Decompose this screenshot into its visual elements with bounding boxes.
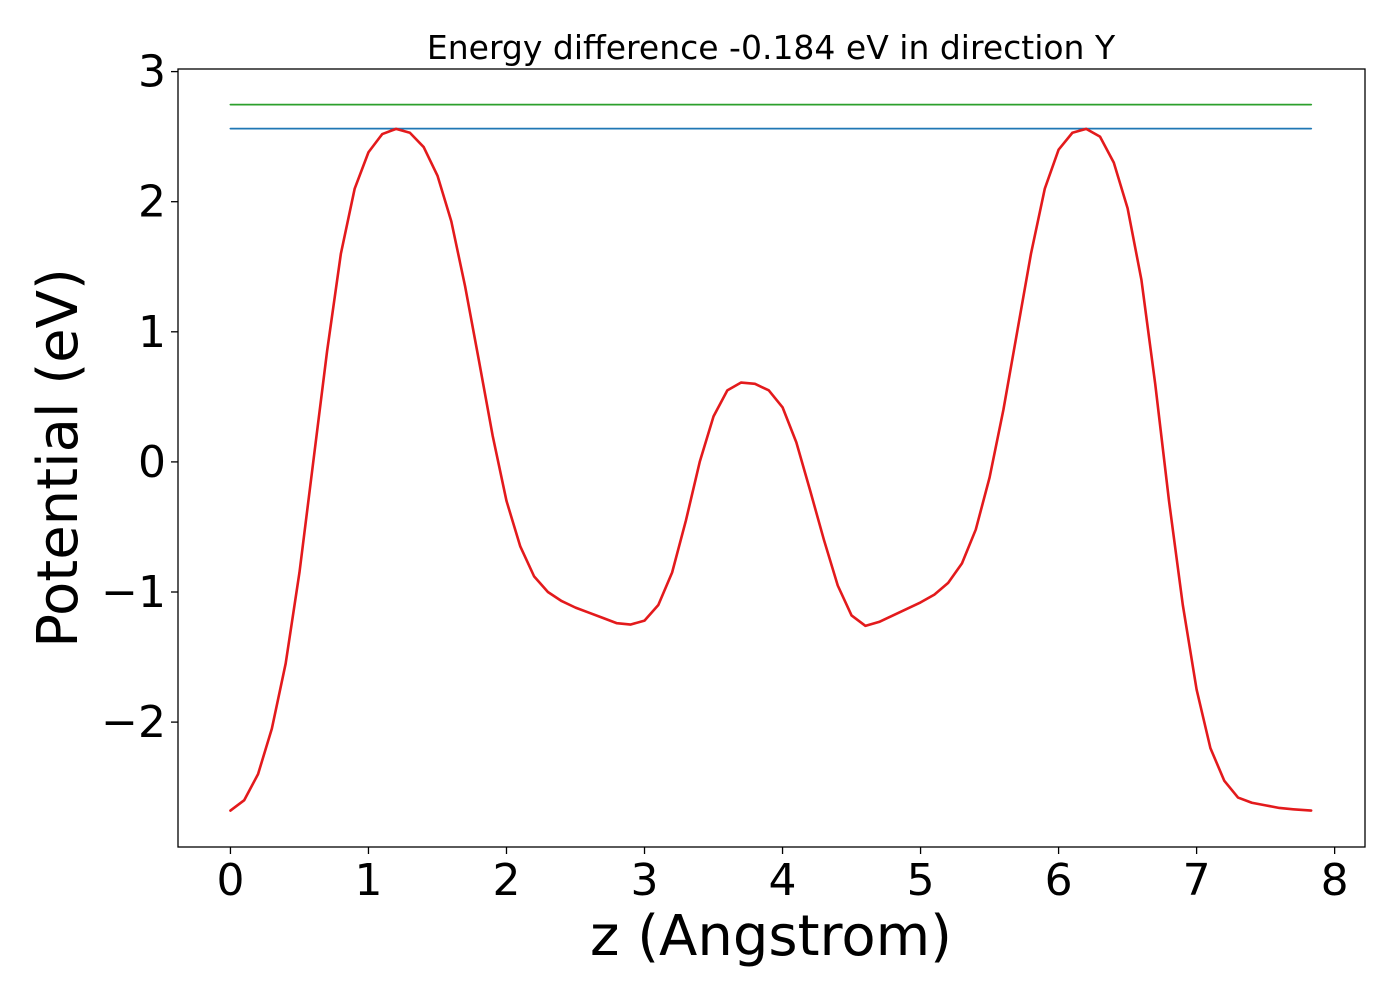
x-tick-label: 8: [1321, 855, 1349, 906]
chart-title: Energy difference -0.184 eV in direction…: [427, 28, 1116, 67]
y-tick-label: 2: [138, 177, 166, 228]
x-tick-label: 3: [631, 855, 659, 906]
plot-frame: [177, 68, 1366, 848]
x-tick-label: 4: [769, 855, 797, 906]
x-axis-ticks: 0 1 2 3 4 5 6 7 8: [216, 847, 1349, 906]
y-tick-label: 1: [138, 307, 166, 358]
y-tick-label: −1: [101, 567, 166, 618]
y-tick-label: 3: [138, 47, 166, 98]
x-tick-label: 1: [354, 855, 382, 906]
plot-area: [229, 103, 1313, 812]
y-axis-label: Potential (eV): [26, 268, 91, 648]
potential-curve-line: [229, 127, 1313, 812]
y-tick-label: −2: [101, 697, 166, 748]
x-tick-label: 6: [1045, 855, 1073, 906]
y-tick-label: 0: [138, 437, 166, 488]
y-axis-ticks: −2 −1 0 1 2 3: [101, 47, 178, 748]
x-tick-label: 5: [907, 855, 935, 906]
x-tick-label: 7: [1183, 855, 1211, 906]
x-axis-label: z (Angstrom): [590, 904, 952, 969]
x-tick-label: 2: [492, 855, 520, 906]
x-tick-label: 0: [216, 855, 244, 906]
